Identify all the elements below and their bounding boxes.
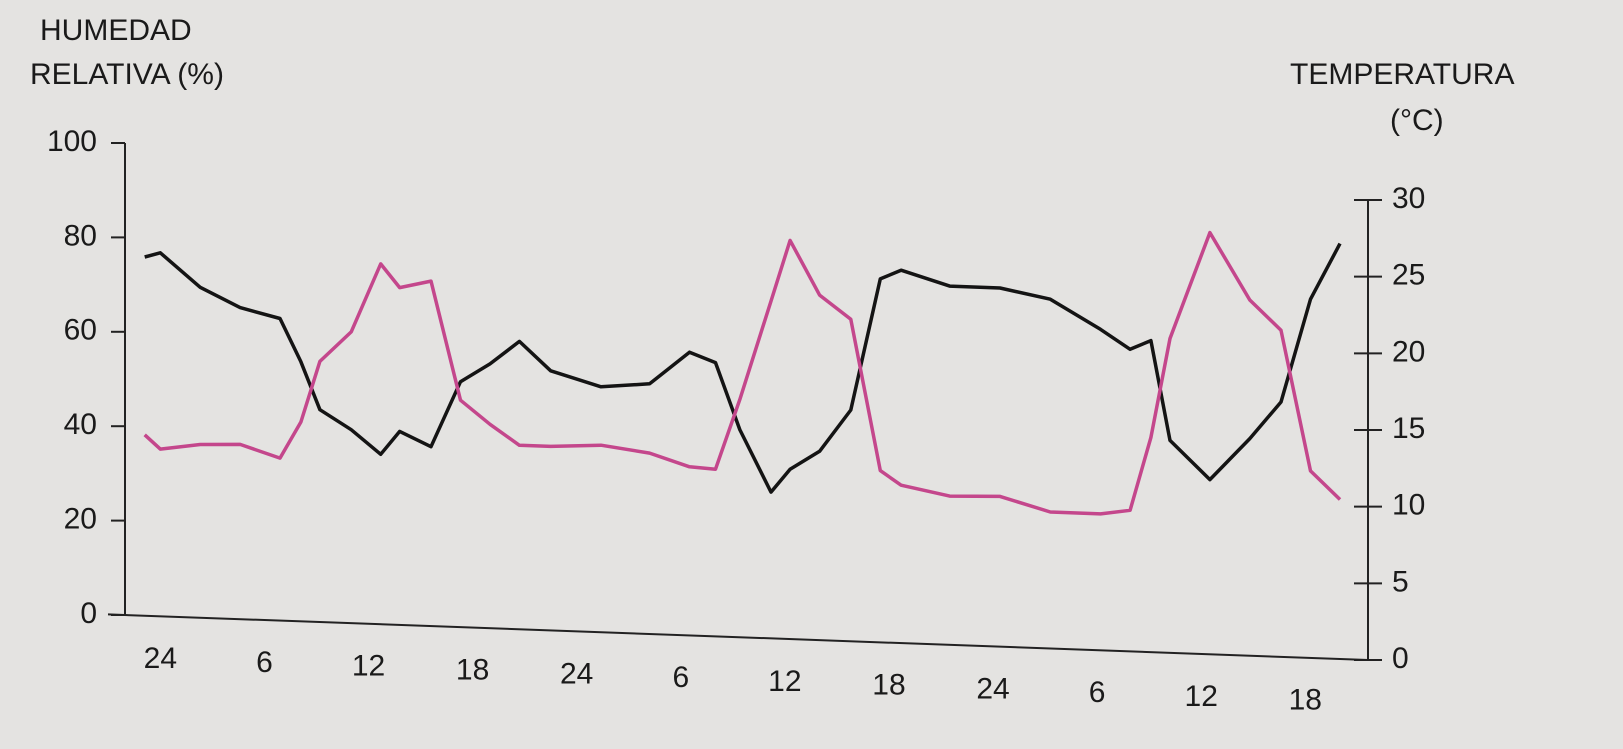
y-tick-label: 0 xyxy=(80,597,97,630)
x-tick-label: 24 xyxy=(144,642,177,675)
y-tick-label: 20 xyxy=(64,503,97,536)
y-tick-label: 80 xyxy=(64,219,97,252)
x-tick-label: 6 xyxy=(672,661,689,694)
x-tick-label: 6 xyxy=(256,646,273,679)
y-label-line: RELATIVA (%) xyxy=(30,58,224,91)
x-axis xyxy=(107,613,1369,661)
y-tick-label: 60 xyxy=(64,314,97,347)
y-tick-label: 100 xyxy=(47,125,97,158)
y2-tick-label: 10 xyxy=(1392,489,1425,522)
y2-tick-label: 25 xyxy=(1392,259,1425,292)
y2-label-line: (°C) xyxy=(1390,104,1444,137)
x-tick-label: 18 xyxy=(456,654,489,687)
y2-tick-label: 30 xyxy=(1392,182,1425,215)
x-tick-label: 18 xyxy=(1289,684,1322,717)
x-tick-label: 24 xyxy=(976,672,1009,705)
y2-tick-label: 20 xyxy=(1392,335,1425,368)
x-tick-label: 24 xyxy=(560,657,593,690)
x-tick-label: 12 xyxy=(1185,680,1218,713)
y2-tick-label: 5 xyxy=(1392,565,1409,598)
x-tick-label: 12 xyxy=(768,665,801,698)
data-line xyxy=(143,230,1342,516)
x-tick-label: 6 xyxy=(1089,676,1106,709)
y2-tick-label: 0 xyxy=(1392,642,1409,675)
x-tick-label: 18 xyxy=(872,669,905,702)
y-tick-label: 40 xyxy=(64,408,97,441)
data-line xyxy=(144,242,1342,494)
y2-label-line: TEMPERATURA xyxy=(1290,58,1514,91)
y2-tick-label: 15 xyxy=(1392,412,1425,445)
y-label-line: HUMEDAD xyxy=(40,14,192,47)
x-tick-label: 12 xyxy=(352,650,385,683)
